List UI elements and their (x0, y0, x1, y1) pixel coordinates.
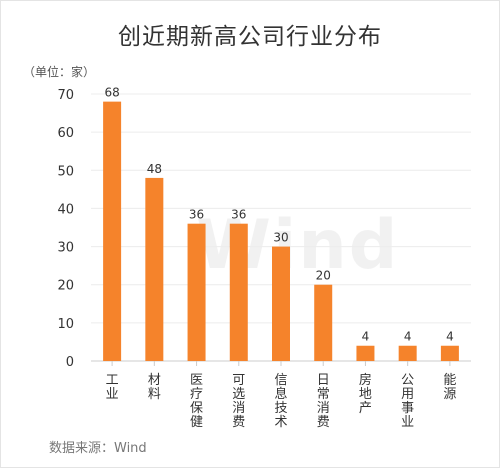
bar (356, 345, 375, 361)
x-tick-label: 信息技术 (274, 373, 287, 430)
x-tick-label: 材料 (148, 373, 161, 402)
y-tick-label: 20 (57, 279, 74, 294)
data-label: 68 (104, 86, 119, 100)
bar (440, 345, 459, 361)
bar (103, 101, 122, 361)
chart-title: 创近期新高公司行业分布 (118, 24, 382, 50)
data-label: 48 (147, 162, 162, 176)
y-tick-label: 60 (57, 126, 74, 141)
x-tick-label: 工业 (106, 373, 119, 402)
x-tick-label: 房地产 (359, 372, 372, 416)
source-note: 数据来源：Wind (49, 441, 147, 456)
bar (398, 345, 417, 361)
data-label: 4 (404, 330, 412, 344)
bar (272, 246, 290, 361)
x-tick-label: 医疗保健 (190, 373, 203, 430)
data-label: 30 (273, 231, 288, 245)
data-label: 4 (362, 330, 370, 344)
bar (187, 223, 206, 361)
y-tick-label: 30 (57, 241, 74, 256)
data-label: 4 (446, 330, 454, 344)
y-tick-label: 70 (57, 88, 74, 103)
bar (145, 177, 164, 361)
unit-label: （单位：家） (23, 65, 96, 79)
x-tick-label: 日常消费 (317, 373, 330, 430)
data-label: 36 (189, 208, 204, 222)
data-label: 36 (231, 208, 246, 222)
x-tick-label: 能源 (443, 373, 456, 402)
y-tick-label: 10 (57, 317, 74, 332)
data-label: 20 (316, 269, 331, 283)
x-tick-label: 公用事业 (401, 373, 414, 430)
y-tick-label: 40 (57, 202, 74, 217)
y-tick-label: 50 (57, 164, 74, 179)
bar (314, 284, 333, 361)
y-tick-label: 0 (66, 355, 74, 370)
watermark-logo: Wind (196, 206, 400, 285)
bar (229, 223, 248, 361)
x-tick-label: 可选消费 (232, 373, 245, 430)
